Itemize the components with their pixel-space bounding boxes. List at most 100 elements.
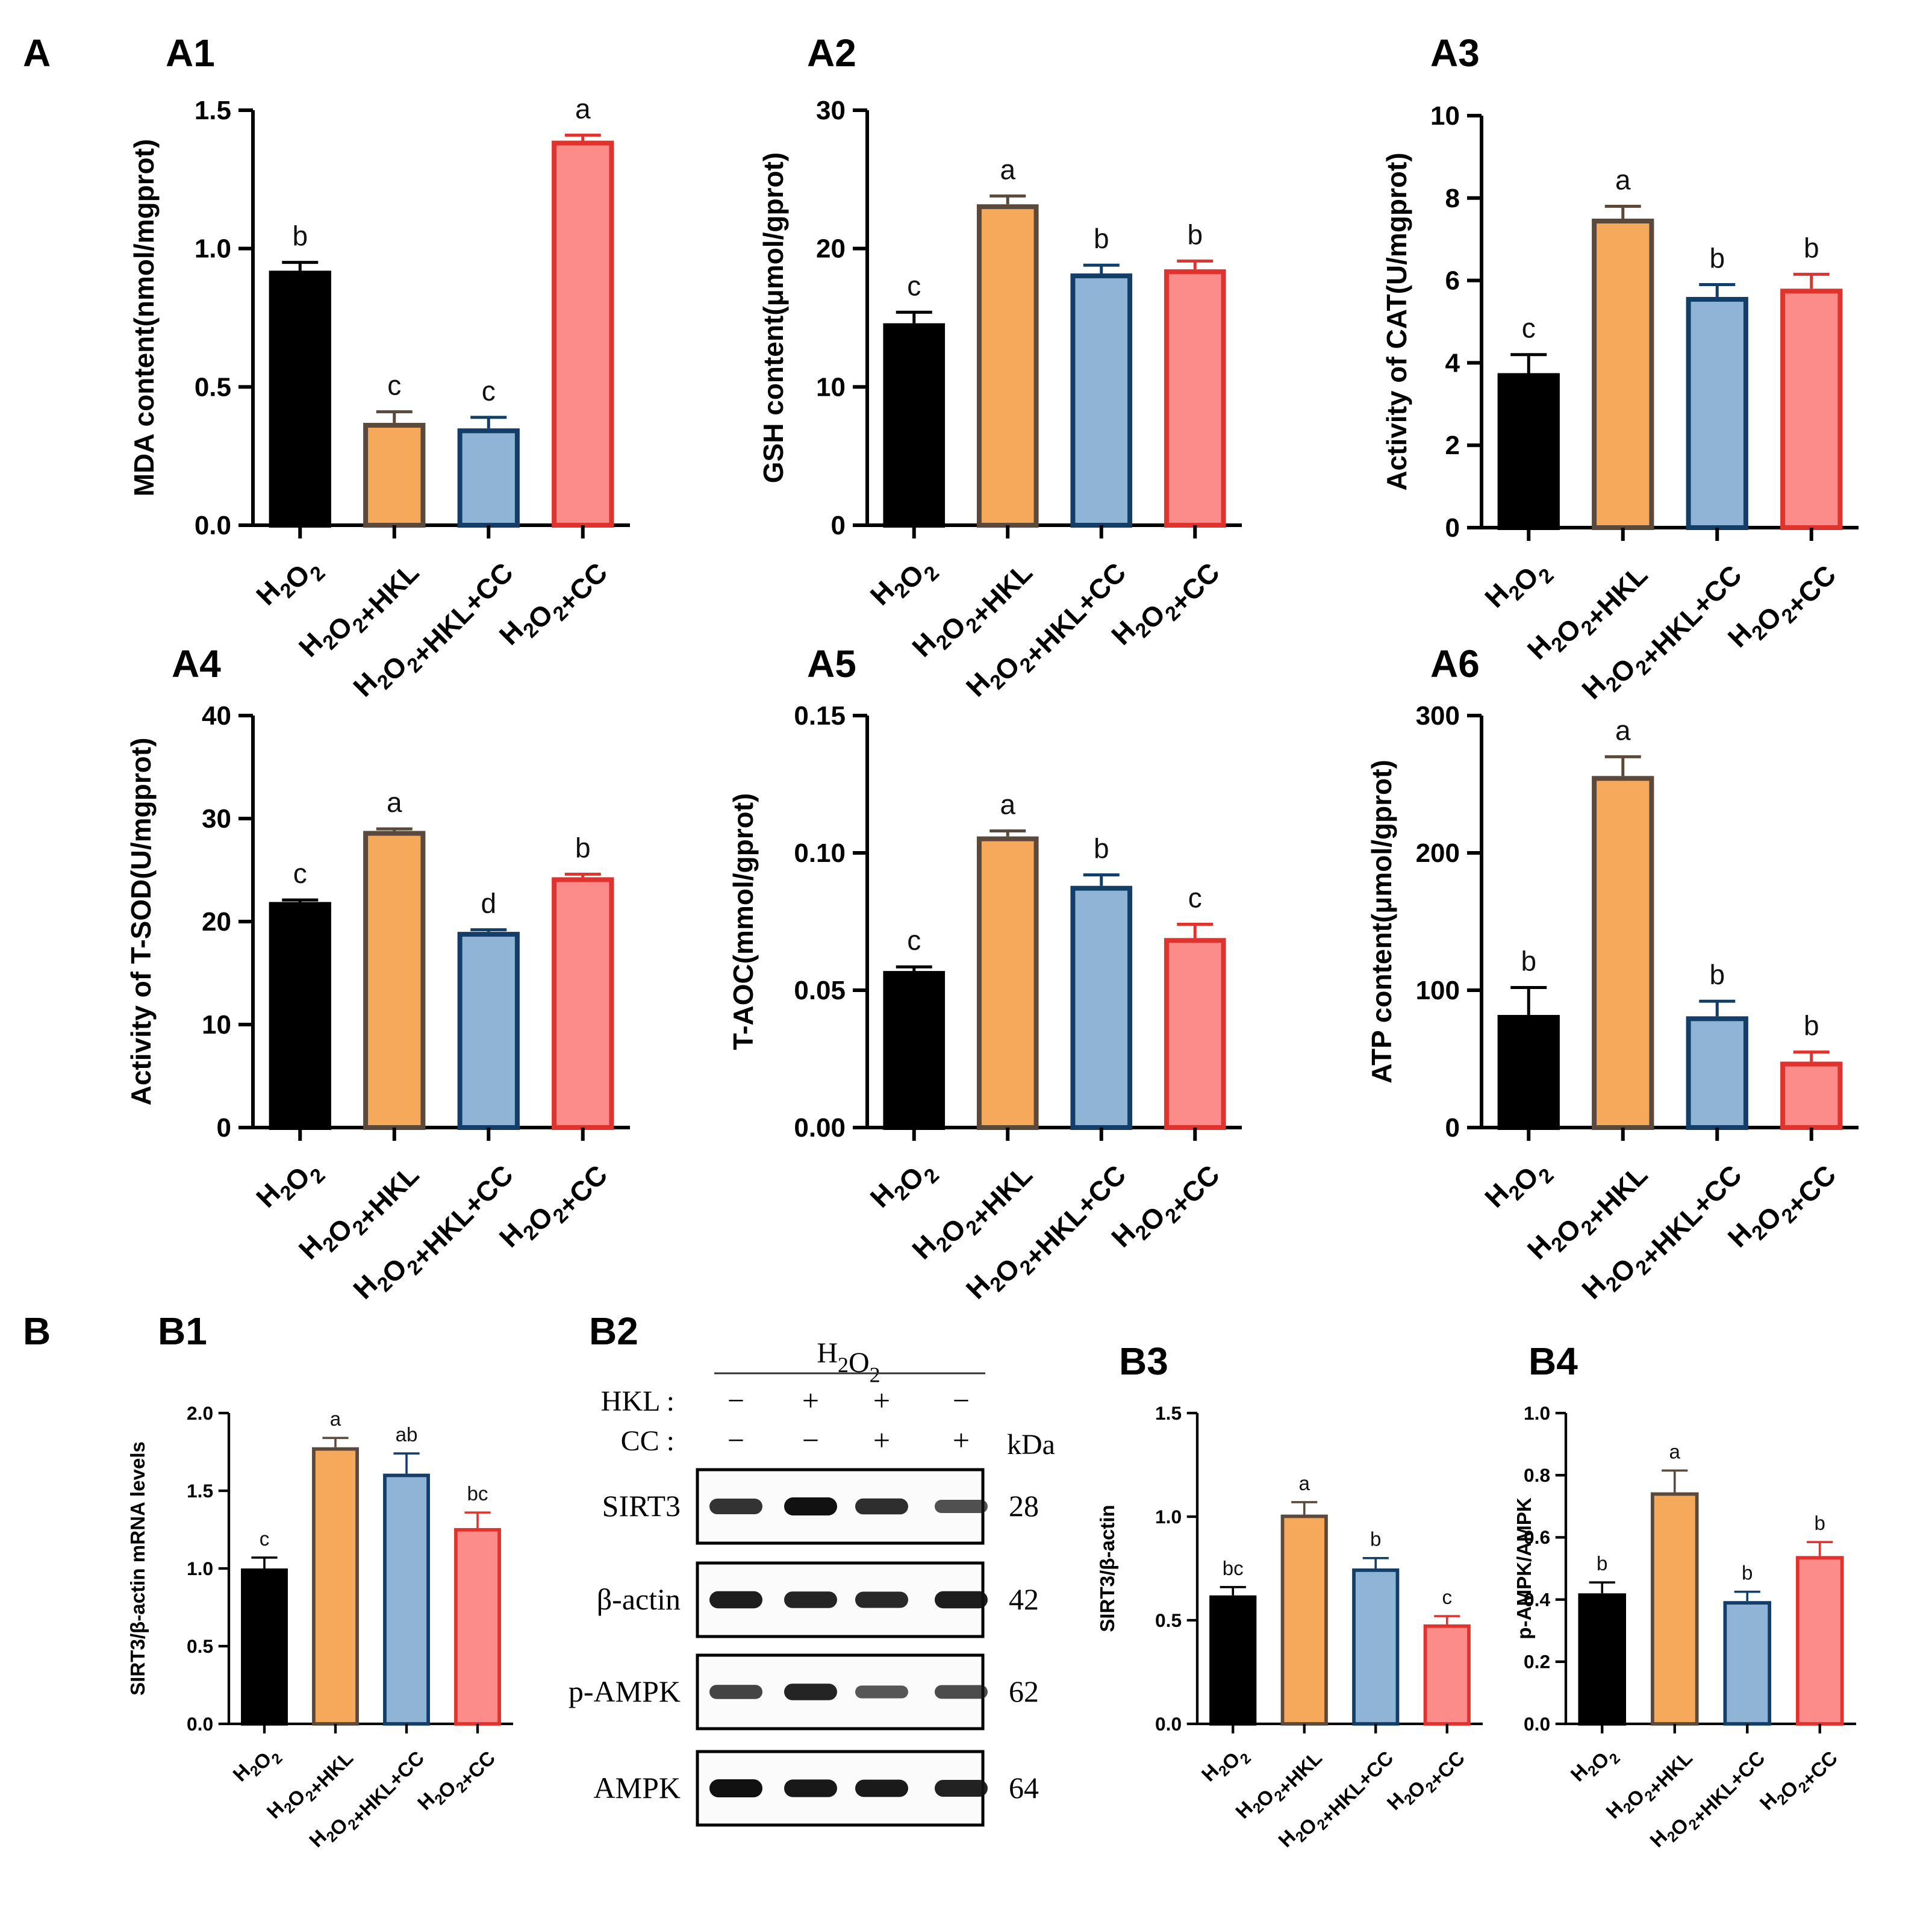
protein-band (784, 1684, 837, 1700)
panel-label: A4 (172, 642, 221, 685)
bar (1780, 289, 1843, 530)
y-axis-title: SIRT3/β-actin (1097, 1505, 1119, 1632)
bar (1209, 1595, 1257, 1726)
treatment-sign: − (728, 1384, 744, 1417)
significance-letter: bc (467, 1483, 488, 1505)
kda-value: 42 (1009, 1582, 1039, 1616)
y-tick-label: 30 (202, 804, 231, 834)
bar (1352, 1568, 1400, 1726)
y-tick-label: 0 (831, 511, 846, 540)
y-axis-title: Activity of CAT(U/mgprot) (1381, 152, 1412, 490)
significance-letter: c (293, 858, 307, 889)
significance-letter: c (1188, 882, 1202, 914)
panel-label: A5 (807, 642, 856, 685)
y-tick-label: 6 (1445, 266, 1460, 296)
significance-letter: b (1187, 219, 1203, 250)
panel-label: B2 (589, 1309, 638, 1353)
x-tick-label: H2O2 (1566, 1738, 1624, 1795)
treatment-sign: − (728, 1423, 744, 1457)
protein-band (709, 1779, 762, 1797)
panel-label: B4 (1528, 1340, 1578, 1383)
treatment-row-label: CC : (621, 1425, 675, 1457)
protein-band (935, 1685, 988, 1699)
protein-band (709, 1591, 762, 1609)
y-tick-label: 0.15 (794, 701, 846, 731)
significance-letter: a (1615, 164, 1631, 195)
bar (1070, 885, 1133, 1130)
y-tick-label: 1.0 (195, 234, 231, 264)
y-tick-label: 0.2 (1524, 1651, 1550, 1673)
section-label-a: A (23, 31, 51, 75)
y-tick-label: 10 (202, 1010, 231, 1040)
bar (552, 140, 614, 528)
panel-label: A6 (1430, 642, 1480, 685)
x-tick-label: H2O2+CC (1105, 543, 1226, 664)
chart-b1: B1 0.0 0.5 1.0 1.5 2.0 SIRT3/β-actin mRNA leve… (127, 1309, 513, 1861)
significance-letter: b (1804, 232, 1819, 263)
bar (552, 877, 614, 1130)
y-tick-label: 0.05 (794, 976, 846, 1005)
panel-label: B3 (1119, 1340, 1168, 1383)
chart-a3: A3 0 2 4 6 8 10 Activity of CAT(U/mgprot) c H2O2 a… (1381, 31, 1859, 705)
y-tick-label: 2.0 (187, 1402, 213, 1424)
bar (1423, 1624, 1471, 1726)
y-tick-label: 300 (1416, 701, 1460, 731)
protein-band (935, 1591, 988, 1609)
y-tick-label: 0 (1445, 513, 1460, 543)
significance-letter: c (907, 925, 921, 956)
bar (1795, 1556, 1844, 1726)
significance-letter: b (1804, 1010, 1819, 1041)
chart-a2: A2 0 10 20 30 GSH content(μmol/gprot) c H2O2 a H2… (758, 31, 1242, 702)
x-tick-label: H2O2+HKL+CC (305, 1738, 429, 1861)
y-tick-label: 2 (1445, 431, 1460, 460)
x-tick-label: H2O2+HKL (263, 1738, 358, 1833)
x-tick-label: H2O2+HKL (1232, 1738, 1327, 1833)
bar (269, 270, 331, 528)
section-label-b: B (23, 1309, 51, 1353)
x-tick-label: H2O2+CC (493, 1146, 614, 1266)
treatment-sign: − (953, 1384, 970, 1417)
x-tick-label: H2O2+CC (1756, 1738, 1842, 1824)
significance-letter: c (260, 1528, 270, 1550)
y-tick-label: 0.5 (1155, 1609, 1182, 1631)
y-tick-label: 20 (202, 907, 231, 937)
treatment-sign: + (802, 1384, 819, 1417)
protein-band (855, 1685, 908, 1699)
bar (1070, 273, 1133, 528)
significance-letter: ab (396, 1424, 418, 1446)
bar (383, 1473, 430, 1726)
x-tick-label: H2O2+CC (1383, 1738, 1469, 1824)
x-tick-label: H2O2 (250, 543, 330, 623)
bar (454, 1527, 501, 1726)
x-tick-label: H2O2 (229, 1738, 286, 1795)
significance-letter: c (1442, 1587, 1452, 1609)
significance-letter: b (1094, 832, 1109, 864)
treatment-sign: + (873, 1384, 890, 1417)
bar (269, 902, 331, 1130)
bar (1723, 1601, 1772, 1726)
protein-label: p-AMPK (569, 1674, 681, 1708)
significance-letter: c (387, 370, 401, 401)
bar (1497, 373, 1560, 530)
protein-band (784, 1779, 837, 1797)
y-axis-title: SIRT3/β-actin mRNA levels (127, 1441, 149, 1696)
x-tick-label: H2O2+CC (413, 1738, 500, 1824)
x-tick-label: H2O2 (250, 1146, 330, 1226)
significance-letter: b (1370, 1529, 1381, 1551)
significance-letter: b (1709, 242, 1725, 273)
bar (976, 836, 1039, 1130)
y-tick-label: 1.5 (1155, 1402, 1182, 1424)
significance-letter: a (387, 787, 402, 818)
y-tick-label: 1.5 (195, 96, 231, 125)
protein-label: β-actin (597, 1582, 681, 1616)
panel-label: A3 (1430, 31, 1480, 75)
chart-a4: A4 0 10 20 30 40 Activity of T-SOD(U/mgprot) c H… (125, 642, 630, 1305)
significance-letter: b (1815, 1512, 1825, 1535)
protein-band (709, 1499, 762, 1514)
x-tick-label: H2O2 (864, 543, 944, 623)
significance-letter: bc (1223, 1558, 1244, 1580)
y-tick-label: 0.00 (794, 1113, 846, 1143)
y-tick-label: 0.0 (187, 1713, 213, 1735)
bar (1650, 1492, 1699, 1726)
